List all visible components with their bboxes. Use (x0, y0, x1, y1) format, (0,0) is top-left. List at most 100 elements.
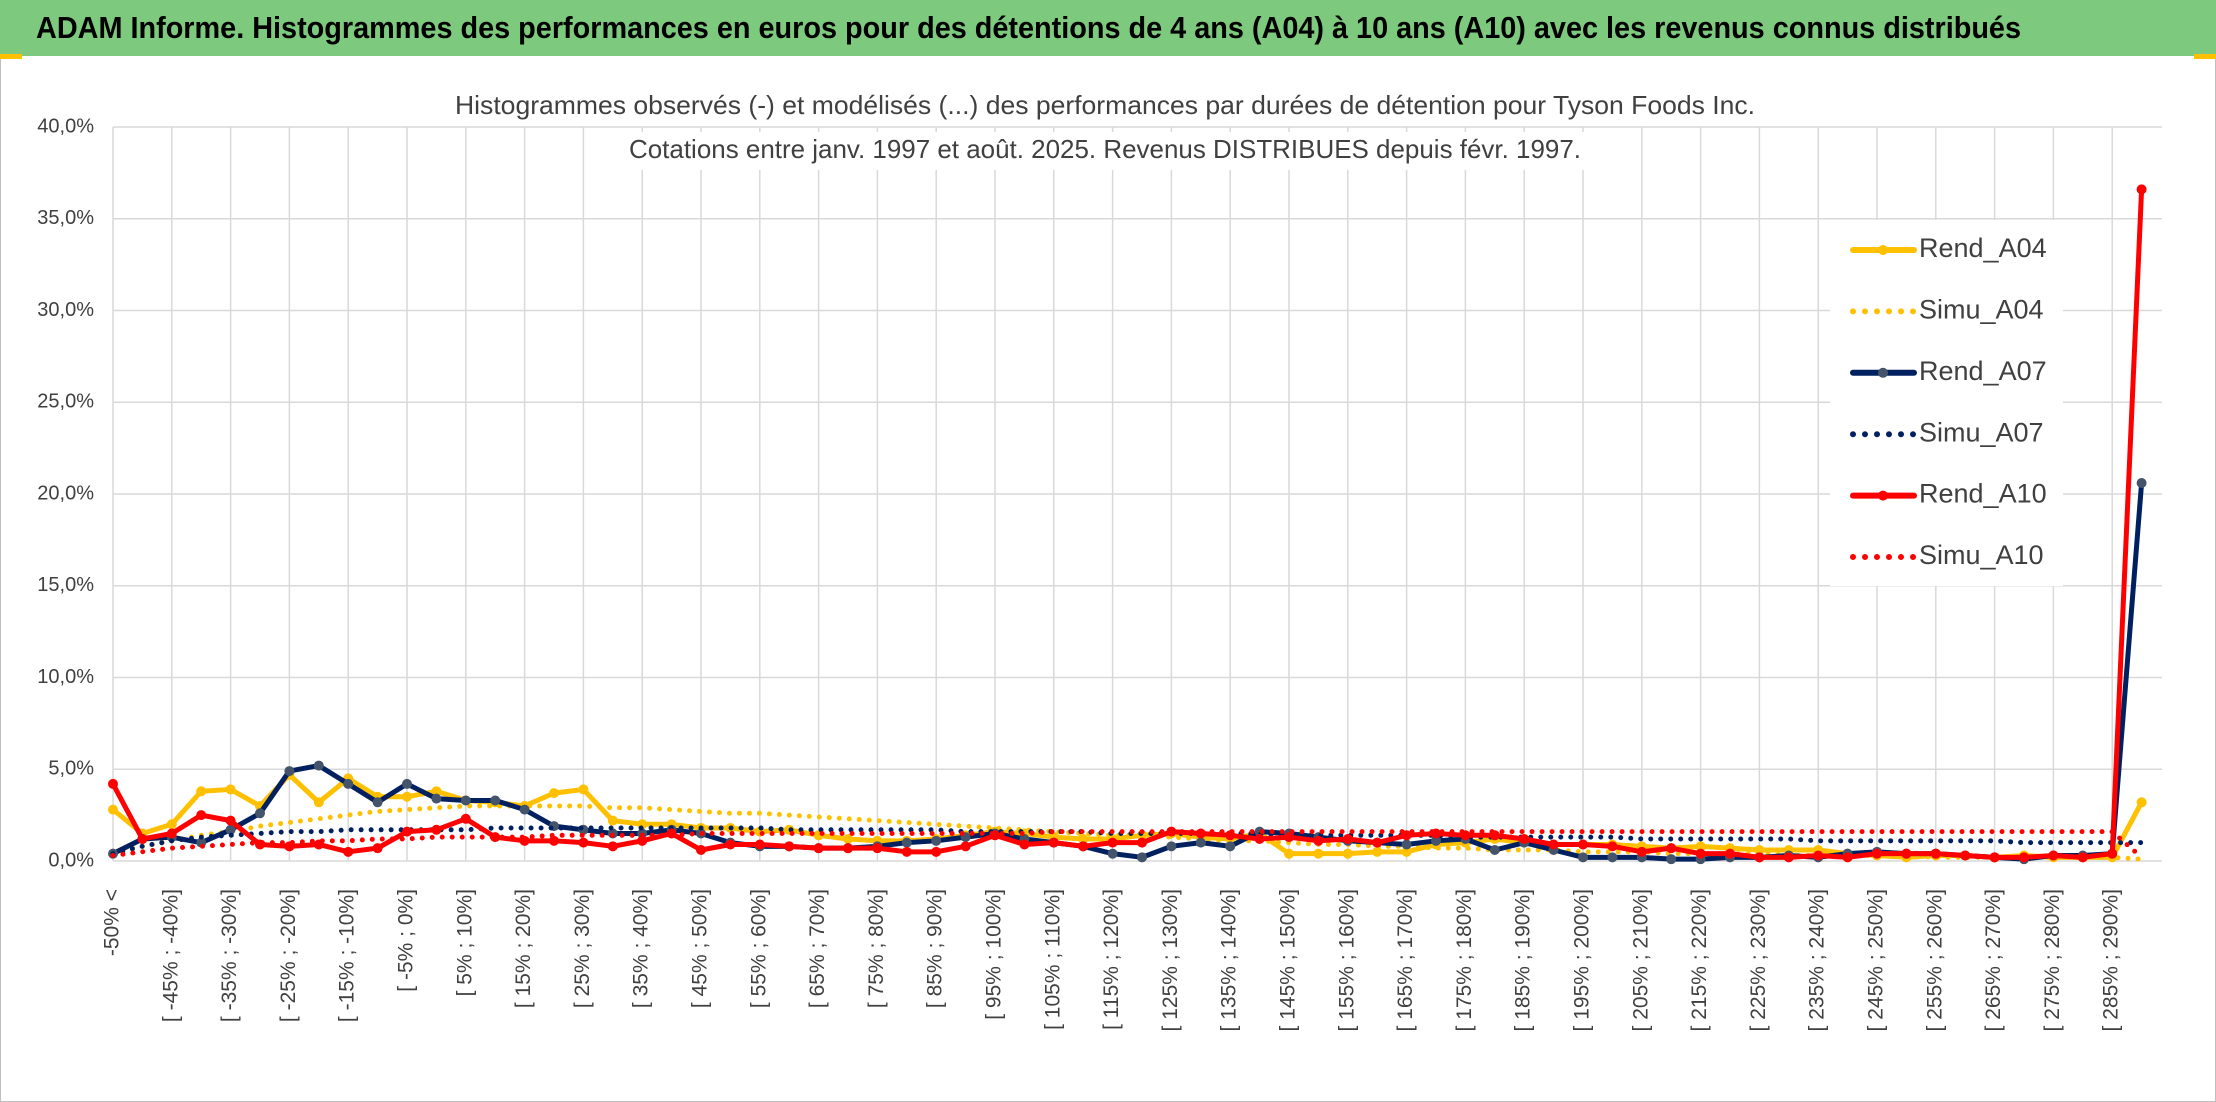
point (196, 786, 207, 797)
point (960, 841, 971, 852)
corner-mark (2194, 54, 2216, 59)
point (1901, 848, 1912, 859)
legend-label: Simu_A04 (1919, 295, 2044, 325)
point (225, 784, 236, 795)
point (1666, 843, 1677, 854)
y-tick-label: 0,0% (48, 849, 94, 871)
x-tick-label: [ 265% ; 270%] (1982, 889, 2005, 1031)
point (460, 795, 471, 806)
point (343, 778, 354, 789)
legend-marker (1878, 367, 1888, 378)
x-tick-label: [ 105% ; 110%] (1041, 889, 1064, 1030)
y-tick-label: 40,0% (37, 115, 94, 137)
chart-subtitle: Cotations entre janv. 1997 et août. 2025… (629, 134, 1581, 164)
point (402, 778, 412, 789)
x-tick-label: [ 245% ; 250%] (1865, 889, 1888, 1031)
series-line (110, 803, 2145, 862)
point (490, 795, 501, 806)
x-tick-label: [ 175% ; 180%] (1453, 889, 1476, 1031)
x-tick-label: [ 215% ; 220%] (1688, 889, 1711, 1031)
point (1519, 833, 1530, 844)
point (431, 824, 442, 835)
point (108, 804, 118, 815)
point (784, 841, 795, 852)
point (1342, 833, 1353, 844)
x-tick-label: [ 15% ; 20%] (512, 889, 535, 1008)
point (1930, 848, 1941, 859)
y-tick-label: 10,0% (37, 666, 94, 688)
point (1725, 848, 1735, 859)
point (1284, 848, 1294, 859)
x-tick-label: [ 95% ; 100%] (983, 889, 1006, 1020)
x-tick-label: [ -15% ; -10%] (336, 889, 359, 1022)
point (1578, 852, 1588, 863)
x-tick-label: [ 225% ; 230%] (1747, 889, 1770, 1031)
point (1401, 839, 1412, 850)
x-tick-label: [ 45% ; 50%] (689, 889, 712, 1008)
point (460, 813, 471, 824)
point (1078, 841, 1089, 852)
x-tick-label: [ 275% ; 280%] (2041, 889, 2064, 1031)
legend-label: Rend_A10 (1919, 479, 2047, 509)
point (901, 837, 912, 848)
series-line (110, 186, 2145, 860)
point (490, 832, 501, 843)
x-tick-label: [ 145% ; 150%] (1277, 889, 1300, 1031)
x-tick-label: [ 235% ; 240%] (1806, 889, 1829, 1031)
title-bg (448, 88, 1762, 126)
x-tick-label: [ 35% ; 40%] (630, 889, 653, 1008)
legend-label: Rend_A04 (1919, 233, 2047, 263)
point (1313, 835, 1324, 846)
y-tick-label: 30,0% (37, 299, 94, 321)
point (607, 815, 618, 826)
legend-label: Rend_A07 (1919, 356, 2047, 386)
point (166, 819, 177, 830)
x-tick-label: [ -25% ; -20%] (277, 889, 300, 1022)
y-tick-label: 15,0% (37, 574, 94, 596)
legend: Rend_A04 Simu_A04 Rend_A07 Simu_A07 Rend_A10… (1830, 220, 2063, 586)
legend-label: Simu_A07 (1919, 417, 2044, 447)
point (843, 843, 853, 854)
point (2136, 797, 2147, 808)
point (1872, 848, 1882, 859)
point (696, 844, 706, 855)
point (872, 843, 883, 854)
point (1195, 837, 1206, 848)
x-tick-label: [ 25% ; 30%] (571, 889, 594, 1008)
point (1342, 848, 1353, 859)
point (549, 788, 559, 799)
legend-marker (1878, 490, 1888, 501)
x-tick-label: [ 205% ; 210%] (1629, 889, 1652, 1031)
point (1225, 841, 1236, 852)
plot (108, 184, 2147, 865)
point (137, 833, 148, 844)
point (2019, 852, 2029, 863)
point (1842, 852, 1853, 863)
point (1107, 837, 1118, 848)
point (931, 846, 942, 857)
point (196, 810, 207, 821)
point (1548, 839, 1559, 850)
point (1783, 852, 1794, 863)
point (166, 828, 177, 839)
x-tick-label: [ 155% ; 160%] (1335, 889, 1358, 1031)
point (754, 839, 765, 850)
point (2107, 848, 2118, 859)
point (2077, 852, 2088, 863)
point (372, 843, 383, 854)
x-tick-label: [ -35% ; -30%] (218, 889, 241, 1022)
y-tick-label: 20,0% (37, 482, 94, 504)
point (1313, 848, 1324, 859)
legend-marker (1878, 245, 1888, 255)
point (1107, 848, 1118, 859)
point (1254, 833, 1265, 844)
point (607, 841, 618, 852)
legend-bg (1830, 220, 2063, 586)
point (2048, 850, 2059, 861)
point (813, 843, 824, 854)
point (255, 808, 265, 819)
subtitle-bg (622, 132, 1588, 170)
point (372, 797, 383, 808)
point (1372, 846, 1383, 857)
